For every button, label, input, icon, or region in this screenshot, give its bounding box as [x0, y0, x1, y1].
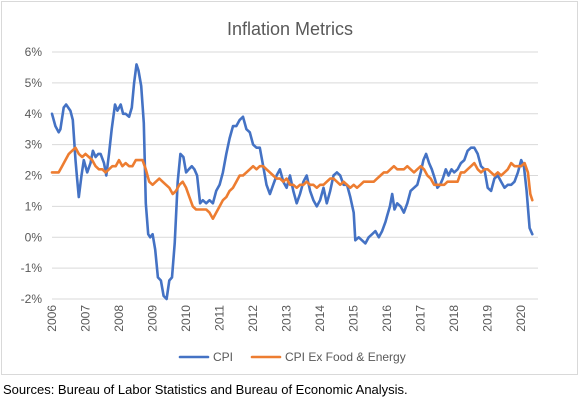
x-tick-label: 2006	[45, 305, 59, 332]
x-tick-label: 2015	[347, 305, 361, 332]
x-tick-label: 2008	[112, 305, 126, 332]
x-axis-tick-labels: 2006 2007 2008 2009 2010 2011 2012 2013 2014 2015…	[45, 305, 528, 332]
y-tick-label: 4%	[25, 107, 43, 121]
gridlines	[52, 51, 538, 300]
series-lines	[50, 63, 534, 301]
x-tick-label: 2007	[79, 305, 93, 332]
y-tick-label: 1%	[25, 199, 43, 213]
x-tick-label: 2010	[179, 305, 193, 332]
x-tick-label: 2019	[481, 305, 495, 332]
y-tick-label: 3%	[25, 138, 43, 152]
y-tick-label: -2%	[21, 292, 43, 306]
y-tick-label: 6%	[25, 45, 43, 59]
y-tick-label: 2%	[25, 169, 43, 183]
y-axis-tick-labels: 6% 5% 4% 3% 2% 1% 0% -1% -2%	[21, 45, 43, 306]
y-tick-label: 5%	[25, 76, 43, 90]
chart-title: Inflation Metrics	[227, 19, 353, 39]
x-tick-label: 2018	[447, 305, 461, 332]
x-tick-label: 2013	[280, 305, 294, 332]
x-tick-label: 2012	[246, 305, 260, 332]
x-tick-label: 2020	[514, 305, 528, 332]
legend-label: CPI Ex Food & Energy	[285, 350, 406, 364]
series-line-cpi	[50, 63, 534, 301]
y-tick-label: -1%	[21, 261, 43, 275]
x-tick-label: 2017	[414, 305, 428, 332]
x-tick-label: 2011	[213, 305, 227, 331]
source-note: Sources: Bureau of Labor Statistics and …	[3, 382, 408, 397]
x-tick-label: 2009	[146, 305, 160, 332]
series-line-cpi-ex-food-energy	[50, 146, 534, 220]
inflation-chart: Inflation Metrics 6% 5% 4% 3% 2% 1% 0% -1% -2% 2…	[21, 19, 538, 364]
y-tick-label: 0%	[25, 230, 43, 244]
chart-frame: Inflation Metrics 6% 5% 4% 3% 2% 1% 0% -1% -2% 2…	[1, 1, 578, 375]
x-tick-label: 2016	[380, 305, 394, 332]
x-tick-label: 2014	[313, 305, 327, 332]
legend-label: CPI	[213, 350, 233, 364]
legend: CPI CPI Ex Food & Energy	[178, 350, 406, 364]
